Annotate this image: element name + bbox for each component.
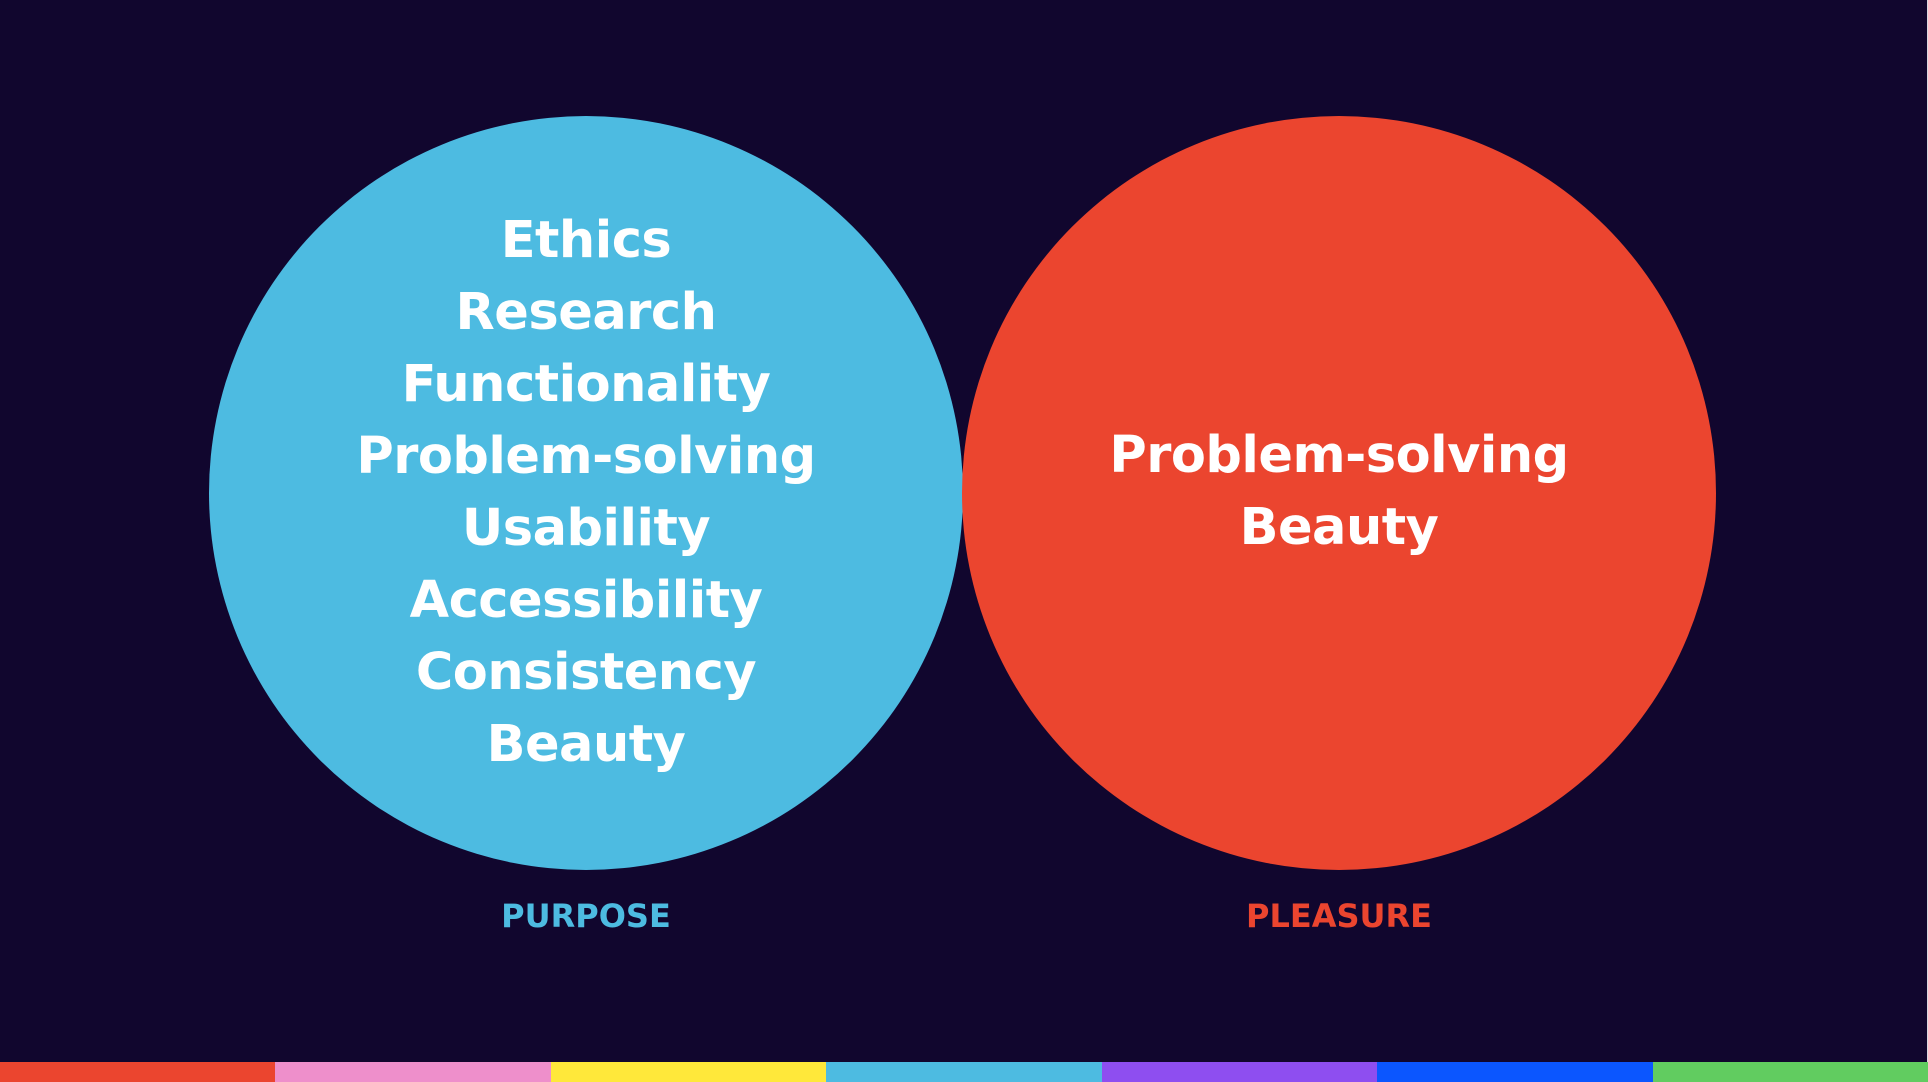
purpose-item: Beauty (486, 715, 686, 774)
purpose-item: Accessibility (409, 571, 763, 630)
color-stripe-pink (275, 1062, 551, 1082)
color-stripe-blue (1377, 1062, 1653, 1082)
purpose-item: Consistency (415, 643, 757, 702)
pleasure-item: Problem-solving (1109, 426, 1569, 485)
color-stripe-red (0, 1062, 276, 1082)
pleasure-label: PLEASURE (1246, 897, 1432, 935)
color-stripe-lightblue (826, 1062, 1102, 1082)
color-stripe-purple (1101, 1062, 1378, 1082)
color-stripe-yellow (550, 1062, 827, 1082)
purpose-item: Problem-solving (356, 427, 816, 486)
color-stripe-green (1652, 1062, 1928, 1082)
purpose-item: Functionality (401, 355, 771, 414)
purpose-item: Ethics (500, 211, 672, 270)
purpose-item: Usability (461, 499, 711, 558)
purpose-item: Research (455, 283, 717, 342)
color-stripe-bar (0, 1062, 1928, 1082)
pleasure-item: Beauty (1239, 498, 1439, 557)
pleasure-circle: Problem-solving Beauty (962, 116, 1716, 870)
purpose-label: PURPOSE (501, 897, 671, 935)
pleasure-items-list: Problem-solving Beauty (1109, 420, 1569, 564)
purpose-circle: Ethics Research Functionality Problem-so… (209, 116, 963, 870)
purpose-items-list: Ethics Research Functionality Problem-so… (356, 205, 816, 781)
